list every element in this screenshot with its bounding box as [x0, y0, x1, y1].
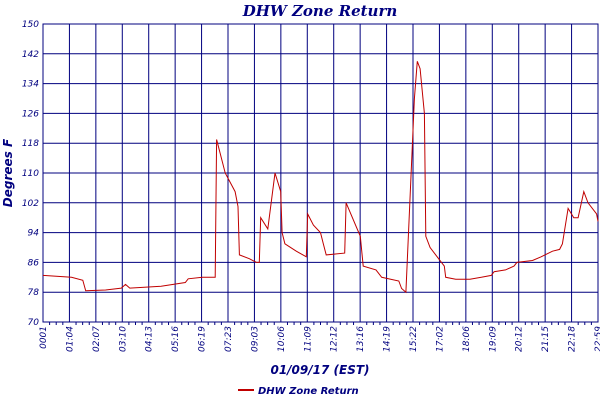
x-tick-label: 06:19	[198, 326, 208, 352]
x-tick-label: 20:12	[515, 326, 525, 352]
x-tick-label: 12:12	[330, 326, 340, 352]
y-tick-label: 110	[22, 169, 39, 179]
x-tick-label: 07:23	[224, 326, 234, 352]
x-tick-label: 09:03	[250, 326, 260, 352]
y-tick-label: 142	[22, 50, 39, 60]
chart-title: DHW Zone Return	[242, 2, 398, 20]
y-axis-label: Degrees F	[1, 138, 15, 207]
legend-label: DHW Zone Return	[258, 386, 359, 397]
x-tick-label: 11:09	[303, 326, 313, 352]
x-tick-label: 18:06	[462, 326, 472, 352]
y-tick-label: 70	[28, 318, 40, 328]
y-tick-label: 102	[22, 199, 39, 209]
x-tick-label: 01:04	[65, 326, 75, 352]
legend: DHW Zone Return	[238, 386, 359, 397]
y-tick-label: 126	[22, 109, 39, 119]
x-tick-label: 15:22	[409, 326, 419, 352]
x-tick-label: 22:59	[594, 326, 600, 352]
x-tick-label: 22:18	[568, 326, 578, 352]
x-axis-label: 01/09/17 (EST)	[270, 363, 369, 377]
y-tick-label: 118	[22, 139, 39, 149]
x-tick-label: 03:10	[118, 326, 128, 352]
y-tick-label: 94	[28, 229, 40, 239]
x-tick-label: 21:15	[541, 326, 551, 352]
x-tick-label: 0001	[39, 326, 49, 349]
y-tick-label: 86	[28, 258, 40, 268]
x-tick-label: 13:16	[356, 326, 366, 352]
x-tick-label: 04:13	[145, 326, 155, 352]
x-tick-label: 14:19	[383, 326, 393, 352]
x-tick-label: 17:02	[435, 326, 445, 352]
x-tick-label: 10:06	[277, 326, 287, 352]
x-tick-label: 19:09	[488, 326, 498, 352]
x-tick-label: 02:07	[92, 326, 102, 352]
x-tick-label: 05:16	[171, 326, 181, 352]
y-tick-label: 150	[22, 20, 39, 30]
y-tick-label: 134	[22, 80, 39, 90]
y-tick-label: 78	[28, 288, 40, 298]
series-line	[42, 61, 599, 294]
